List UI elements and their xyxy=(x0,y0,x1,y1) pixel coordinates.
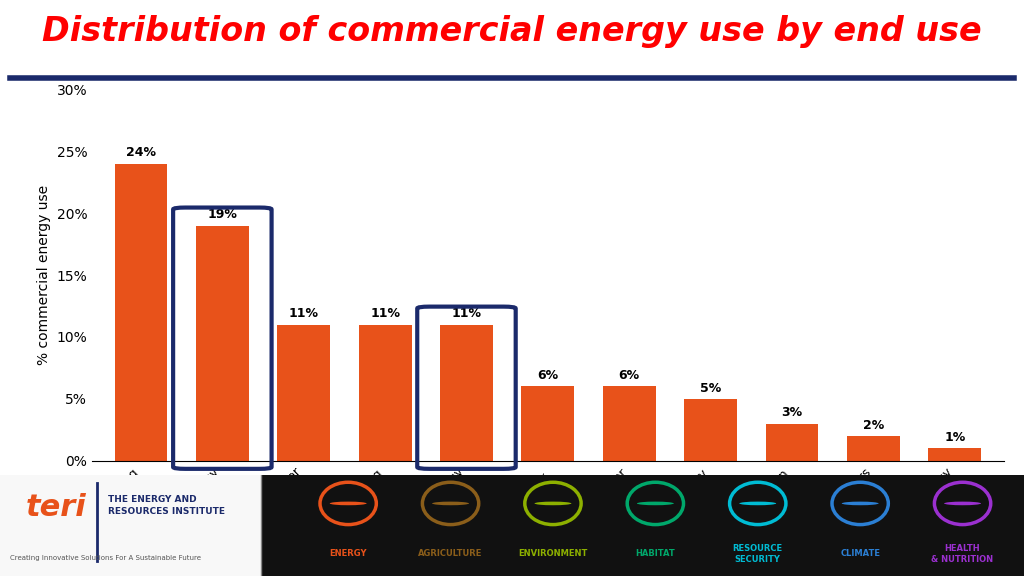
Text: 5%: 5% xyxy=(700,381,721,395)
Text: 24%: 24% xyxy=(126,146,156,159)
Text: AGRICULTURE: AGRICULTURE xyxy=(419,550,482,558)
Text: ENVIRONMENT: ENVIRONMENT xyxy=(518,550,588,558)
Text: ENERGY: ENERGY xyxy=(330,550,367,558)
Text: 11%: 11% xyxy=(370,307,400,320)
Text: teri: teri xyxy=(26,493,86,522)
Text: 6%: 6% xyxy=(538,369,558,382)
Circle shape xyxy=(637,502,674,505)
Text: 11%: 11% xyxy=(452,307,481,320)
Bar xyxy=(521,386,574,461)
Bar xyxy=(115,164,168,461)
Y-axis label: % commercial energy use: % commercial energy use xyxy=(37,185,51,365)
Circle shape xyxy=(842,502,879,505)
FancyBboxPatch shape xyxy=(261,475,1024,576)
Bar xyxy=(278,325,330,461)
Text: Creating Innovative Solutions For A Sustainable Future: Creating Innovative Solutions For A Sust… xyxy=(10,555,202,561)
Bar xyxy=(358,325,412,461)
Bar xyxy=(603,386,655,461)
Text: 3%: 3% xyxy=(781,406,803,419)
FancyBboxPatch shape xyxy=(0,475,261,576)
Circle shape xyxy=(535,502,571,505)
Text: 1%: 1% xyxy=(944,431,966,444)
Bar xyxy=(440,325,493,461)
Text: 11%: 11% xyxy=(289,307,318,320)
Text: HABITAT: HABITAT xyxy=(636,550,675,558)
Text: 6%: 6% xyxy=(618,369,640,382)
Text: Distribution of commercial energy use by end use: Distribution of commercial energy use by… xyxy=(42,15,982,48)
Circle shape xyxy=(330,502,367,505)
Text: RESOURCE
SECURITY: RESOURCE SECURITY xyxy=(733,544,782,563)
Bar xyxy=(928,448,981,461)
Circle shape xyxy=(739,502,776,505)
Text: HEALTH
& NUTRITION: HEALTH & NUTRITION xyxy=(932,544,993,563)
Text: CLIMATE: CLIMATE xyxy=(840,550,881,558)
Bar xyxy=(766,424,818,461)
Circle shape xyxy=(432,502,469,505)
Text: 2%: 2% xyxy=(862,419,884,431)
Bar xyxy=(847,436,900,461)
Circle shape xyxy=(944,502,981,505)
Bar xyxy=(196,226,249,461)
Bar xyxy=(684,399,737,461)
Text: THE ENERGY AND
RESOURCES INSTITUTE: THE ENERGY AND RESOURCES INSTITUTE xyxy=(108,495,224,516)
Text: 19%: 19% xyxy=(208,208,238,221)
